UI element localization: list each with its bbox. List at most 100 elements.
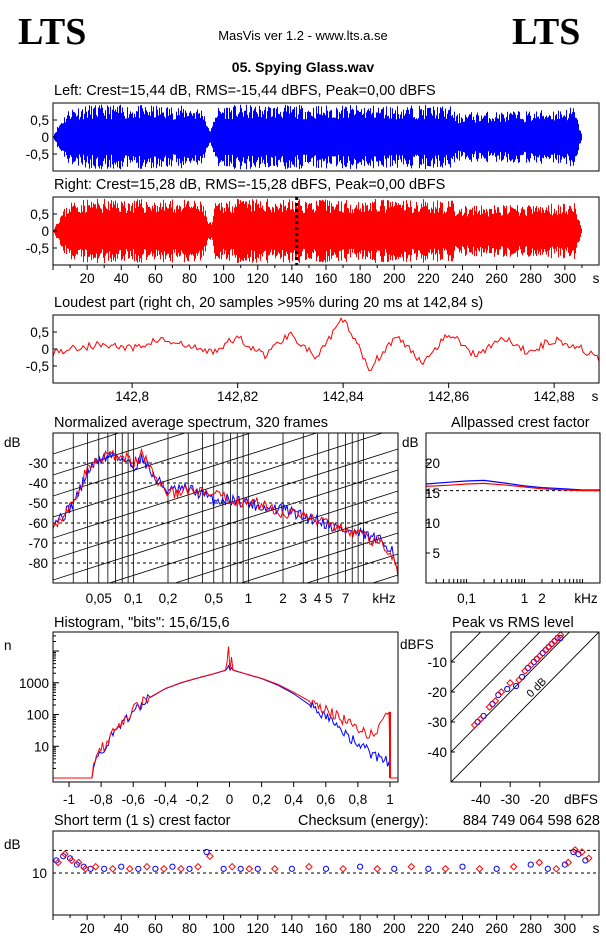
checksum-label: Checksum (energy): <box>298 813 429 829</box>
spectrum-slope-line <box>53 433 384 539</box>
pvr-point-left <box>504 685 511 693</box>
stc-point-right <box>509 862 518 871</box>
avg-spectrum-frame <box>52 432 399 584</box>
spectrum-slope-line <box>53 433 252 497</box>
allpass-crest-plot: dB 20 15 10 5 0,1 1 2 kHz <box>402 435 601 606</box>
left-waveform-panel: Left: Crest=15,44 dB, RMS=-15,44 dBFS, P… <box>26 83 600 172</box>
y-axis-label: dBFS <box>400 637 434 652</box>
stc-point-right <box>571 846 579 854</box>
stc-point-right <box>475 864 484 873</box>
allpass-crest-panel: Allpassed crest factor dB 20 15 10 5 0,1 1 2 kHz <box>402 415 601 606</box>
stc-point-right <box>441 864 450 873</box>
stc-point-left <box>237 865 244 872</box>
x-unit-label: s <box>593 271 600 286</box>
y-tick-label: 0 <box>41 224 49 239</box>
x-tick-label: 240 <box>451 921 474 936</box>
short-term-crest-panel: Short term (1 s) crest factor Checksum (… <box>4 813 600 936</box>
y-tick-label: -0,5 <box>26 359 49 374</box>
x-tick-label: 120 <box>246 271 269 286</box>
stc-point-right <box>552 864 561 873</box>
avg-spectrum-panel: Normalized average spectrum, 320 frames … <box>4 0 399 727</box>
x-tick-label: 0,5 <box>204 591 223 606</box>
stc-point-right <box>228 862 236 871</box>
stc-point-right <box>160 864 168 873</box>
y-tick-label: -0,5 <box>26 147 49 162</box>
stc-point-right <box>305 862 313 871</box>
stc-point-right <box>407 862 416 871</box>
y-tick-label: -40 <box>427 745 447 760</box>
pvr-point-right <box>485 703 494 711</box>
x-tick-label: 140 <box>281 271 304 286</box>
stc-point-left <box>527 861 534 868</box>
stc-point-right <box>339 864 347 873</box>
stc-point-left <box>135 865 142 872</box>
stc-point-right <box>578 848 586 856</box>
x-tick-label: 0,4 <box>284 792 303 807</box>
file-title: 05. Spying Glass.wav <box>232 59 375 75</box>
stc-point-left <box>459 863 466 870</box>
left-waveform-plot: 0,5 0 -0,5 <box>26 104 582 170</box>
pvr-point-left <box>480 712 487 720</box>
spectrum-slope-line <box>53 433 187 476</box>
y-axis-label: dB <box>4 435 21 450</box>
x-tick-label: -0,6 <box>122 792 145 807</box>
y-tick-label: -50 <box>28 496 48 511</box>
stc-point-right <box>125 864 134 873</box>
stc-point-right <box>61 850 69 858</box>
y-tick-label: 0 <box>41 130 49 145</box>
spectrum-slope-line <box>53 617 398 727</box>
crest-line-label: 0 dB <box>525 676 549 700</box>
spectrum-left <box>52 451 399 570</box>
x-tick-label: 142,86 <box>428 389 469 404</box>
x-tick-label: 220 <box>417 921 440 936</box>
stc-point-right <box>91 862 100 871</box>
x-tick-label: -20 <box>530 792 550 807</box>
y-tick-label: 5 <box>432 546 440 561</box>
x-tick-label: 7 <box>342 591 350 606</box>
histogram-frame <box>52 631 399 783</box>
allpass-left <box>425 479 600 491</box>
stc-point-left <box>544 865 551 872</box>
checksum-value: 884 749 064 598 628 <box>463 813 600 829</box>
pvr-point-left <box>513 682 520 690</box>
x-tick-label: 142,8 <box>115 389 149 404</box>
x-tick-label: 160 <box>315 271 338 286</box>
x-tick-label: -40 <box>471 792 491 807</box>
stc-point-left <box>493 865 500 872</box>
y-tick-label: -40 <box>28 476 48 491</box>
pvr-point-left <box>557 634 564 642</box>
pvr-point-left <box>489 700 496 708</box>
pvr-point-right <box>470 721 479 729</box>
peak-vs-rms-frame <box>450 631 600 783</box>
spectrum-slope-line <box>174 511 398 583</box>
x-tick-label: 4 <box>314 591 322 606</box>
x-tick-label: 2 <box>279 591 287 606</box>
stc-point-right <box>177 864 185 873</box>
stc-point-right <box>535 858 544 867</box>
x-unit-label: kHz <box>574 591 597 606</box>
stc-point-right <box>206 852 214 861</box>
y-tick-label: -70 <box>28 536 48 551</box>
y-tick-label: 10 <box>425 516 440 531</box>
x-tick-label: 142,82 <box>217 389 258 404</box>
pvr-point-left <box>530 658 537 666</box>
crest-line <box>451 632 482 663</box>
crest-line <box>451 632 541 723</box>
x-tick-label: -0,8 <box>90 792 113 807</box>
stc-point-left <box>322 865 330 872</box>
x-tick-label: 20 <box>80 271 95 286</box>
right-waveform-title: Right: Crest=15,28 dB, RMS=-15,28 dBFS, … <box>54 177 445 193</box>
stc-point-right <box>194 862 202 871</box>
stc-point-left <box>254 865 261 872</box>
y-axis-label: dB <box>402 435 419 450</box>
y-tick-label: -10 <box>427 655 447 670</box>
x-tick-label: 0,2 <box>159 591 178 606</box>
y-tick-label: -30 <box>28 456 48 471</box>
stc-point-right <box>373 864 382 873</box>
spectrum-slope-line <box>53 0 398 13</box>
pvr-point-right <box>521 667 529 675</box>
x-tick-label: 0 <box>226 792 234 807</box>
x-tick-label: 140 <box>281 921 304 936</box>
